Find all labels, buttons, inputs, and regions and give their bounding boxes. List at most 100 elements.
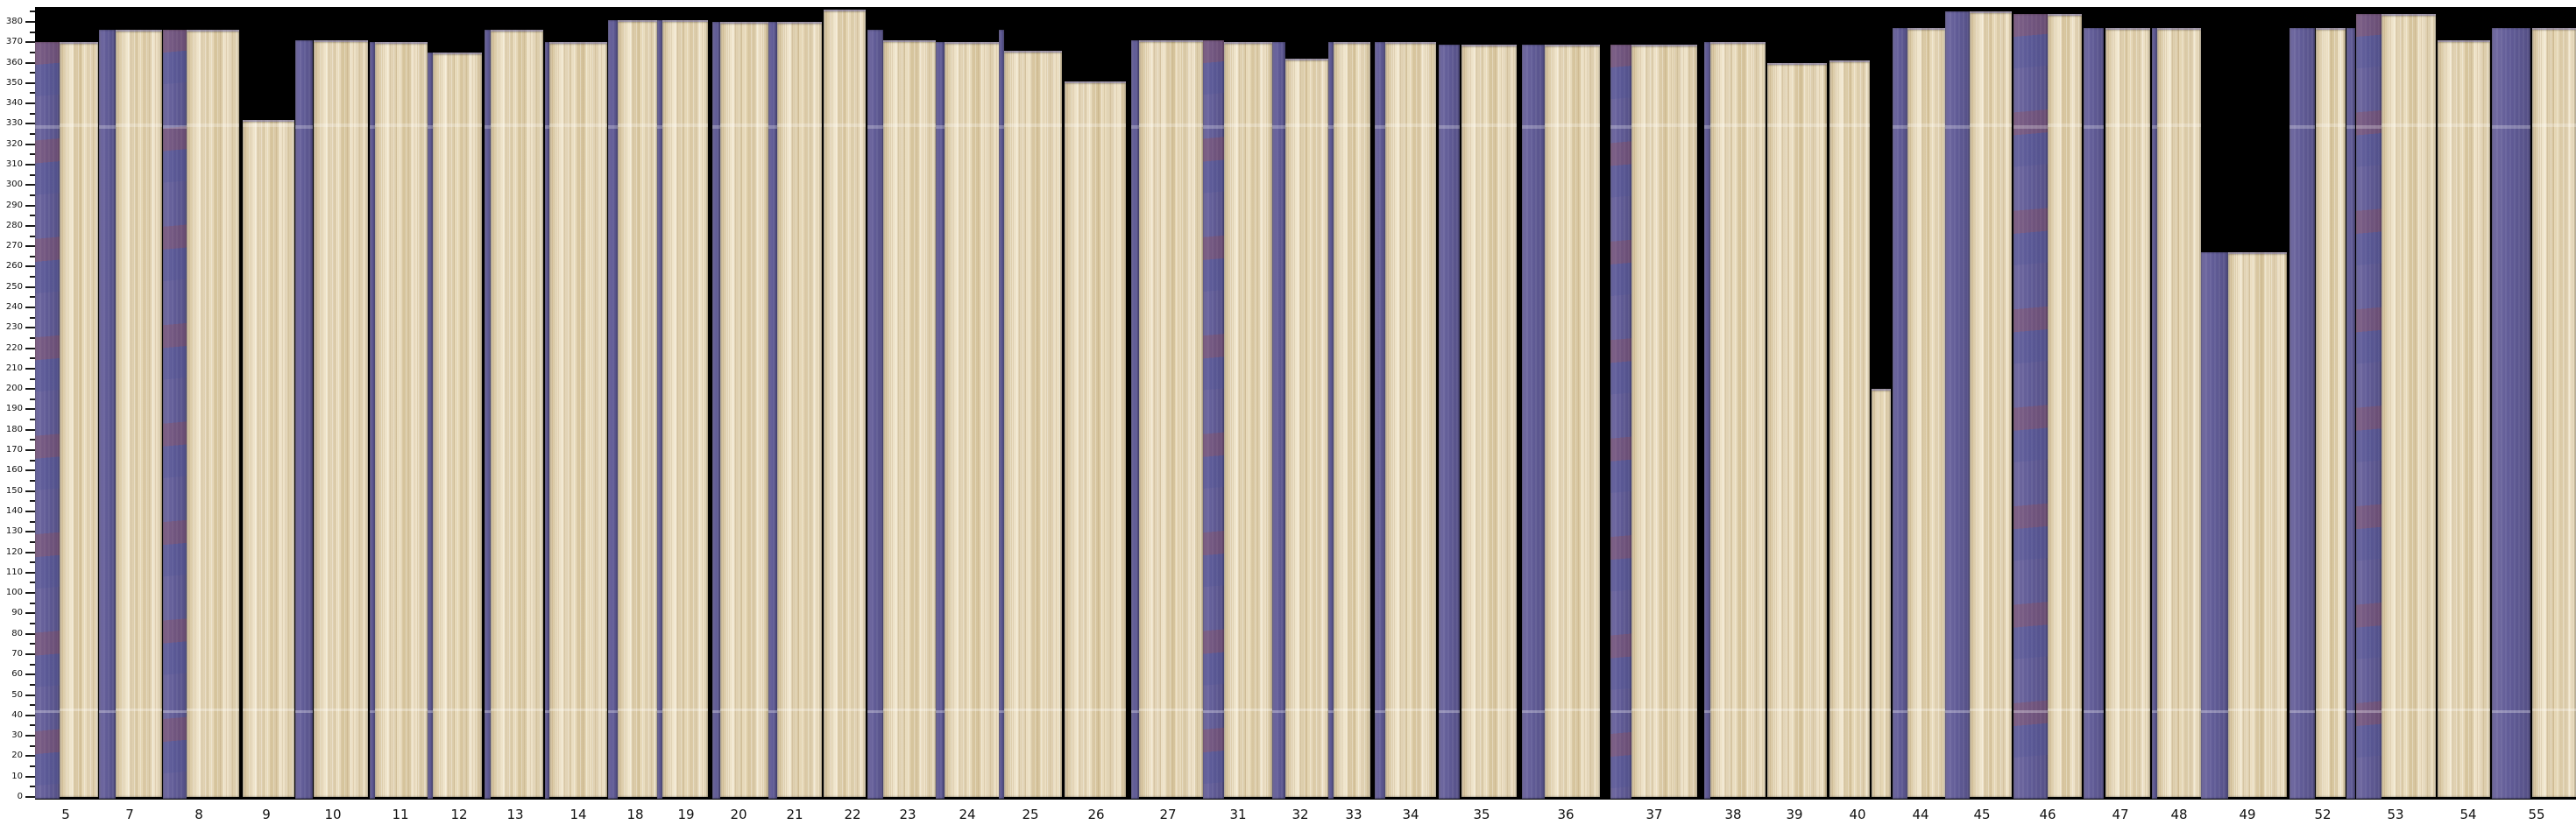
core-strip-mount-47[interactable] [2084,28,2104,799]
core-strip-wood-38[interactable] [1710,42,1766,797]
core-strip-wood-44[interactable] [1872,389,1891,797]
core-strip-mount-35[interactable] [1439,45,1460,799]
core-strip-mount-37[interactable] [1610,45,1631,799]
core-strip-mount-49[interactable] [2201,252,2228,799]
core-strip-wood-47[interactable] [2105,28,2150,797]
core-strip-mount-12[interactable] [428,53,433,799]
core-strip-mount-19[interactable] [657,20,662,799]
core-strip-mount-21[interactable] [768,22,777,799]
core-strip-mount-32[interactable] [1272,42,1285,799]
core-strip-mount-5[interactable] [35,42,60,799]
y-tick-label: 290 [5,201,23,210]
core-strip-wood-31[interactable] [1224,42,1272,797]
core-strip-wood-26[interactable] [1065,81,1126,797]
core-strip-wood-54[interactable] [2438,40,2490,797]
core-strip-mount-53[interactable] [2356,14,2381,799]
core-strip-wood-20[interactable] [720,22,768,797]
core-strip-wood-46[interactable] [2048,14,2082,797]
core-strip-mount-38[interactable] [1704,42,1710,799]
x-tick-label: 54 [2459,807,2477,822]
x-tick-label: 33 [1345,807,1362,822]
core-strip-mount-20[interactable] [712,22,720,799]
y-tick-label: 200 [5,384,23,393]
y-tick-label: 380 [5,17,23,26]
core-strip-mount-11[interactable] [370,42,375,799]
y-tick-label: 330 [5,118,23,128]
y-tick-label: 370 [5,37,23,46]
core-strip-wood-34[interactable] [1385,42,1436,797]
core-strip-wood-45[interactable] [1970,11,2012,797]
core-strip-mount-8[interactable] [163,30,187,799]
core-strip-wood-53[interactable] [2381,14,2436,797]
core-strip-mount-7[interactable] [99,30,116,799]
y-tick-label: 260 [5,261,23,271]
y-tick-label: 340 [5,98,23,108]
core-strip-mount-18[interactable] [608,20,618,799]
y-tick [25,612,35,614]
x-tick-label: 44 [1912,807,1929,822]
core-strip-mount-31[interactable] [1203,40,1224,799]
core-strip-wood-9[interactable] [243,120,294,797]
x-tick-label: 47 [2112,807,2129,822]
y-tick-label: 190 [5,404,23,413]
core-strip-wood-27[interactable] [1139,40,1203,797]
core-strip-wood-21[interactable] [777,22,822,797]
core-strip-mount-36[interactable] [1522,45,1545,799]
x-tick-label: 35 [1473,807,1490,822]
core-strip-mount-13[interactable] [485,30,491,799]
core-strip-wood-11[interactable] [375,42,428,797]
core-strip-wood-36[interactable] [1545,45,1600,797]
core-strip-mount-23[interactable] [867,30,883,799]
core-strip-mount-25[interactable] [999,30,1004,799]
core-strip-mount-52[interactable] [2289,28,2315,799]
core-strip-mount-24[interactable] [936,42,945,799]
core-strip-mount-34[interactable] [1375,42,1385,799]
core-strip-wood-7[interactable] [116,30,162,797]
y-tick-label: 10 [11,772,23,781]
x-tick-label: 40 [1849,807,1866,822]
core-strip-mount-45[interactable] [1945,11,1970,799]
core-strip-wood-8[interactable] [187,30,239,797]
core-strip-wood-48[interactable] [2157,28,2201,797]
core-strip-wood-12[interactable] [433,53,482,797]
y-tick [25,673,35,675]
core-strip-mount-53[interactable] [2346,28,2355,799]
core-strip-wood-25[interactable] [1004,51,1062,797]
x-tick-label: 22 [844,807,861,822]
core-strip-wood-22[interactable] [824,10,866,797]
core-strip-wood-40[interactable] [1829,60,1870,797]
core-strip-mount-14[interactable] [545,42,549,799]
y-tick [25,245,35,247]
core-strip-wood-13[interactable] [491,30,543,797]
core-strip-wood-33[interactable] [1334,42,1370,797]
core-strip-wood-39[interactable] [1767,63,1827,797]
core-strip-wood-14[interactable] [549,42,607,797]
core-strip-wood-5[interactable] [60,42,98,797]
x-tick-label: 12 [450,807,468,822]
core-strip-mount-48[interactable] [2152,28,2157,799]
core-strip-wood-10[interactable] [314,40,368,797]
core-strip-mount-27[interactable] [1131,40,1139,799]
core-strip-wood-23[interactable] [883,40,936,797]
core-strip-mount-33[interactable] [1328,42,1334,799]
core-strip-wood-55[interactable] [2532,28,2576,797]
core-strip-wood-24[interactable] [945,42,1001,797]
x-tick-label: 32 [1292,807,1309,822]
y-tick [25,735,35,737]
core-strip-mount-55[interactable] [2492,28,2530,799]
core-strip-wood-35[interactable] [1461,45,1517,797]
core-strip-mount-10[interactable] [295,40,313,799]
core-strip-wood-37[interactable] [1631,45,1697,797]
core-strip-wood-44[interactable] [1907,28,1945,797]
core-strip-wood-49[interactable] [2228,252,2287,797]
core-strip-wood-32[interactable] [1285,59,1328,797]
core-strip-wood-19[interactable] [662,20,708,797]
x-tick-label: 5 [61,807,70,822]
core-strip-wood-18[interactable] [618,20,657,797]
core-strip-mount-46[interactable] [2013,14,2048,799]
core-strip-mount-44[interactable] [1893,28,1907,799]
y-tick-label: 80 [11,629,23,638]
core-strip-wood-52[interactable] [2316,28,2346,797]
y-tick [25,41,35,43]
